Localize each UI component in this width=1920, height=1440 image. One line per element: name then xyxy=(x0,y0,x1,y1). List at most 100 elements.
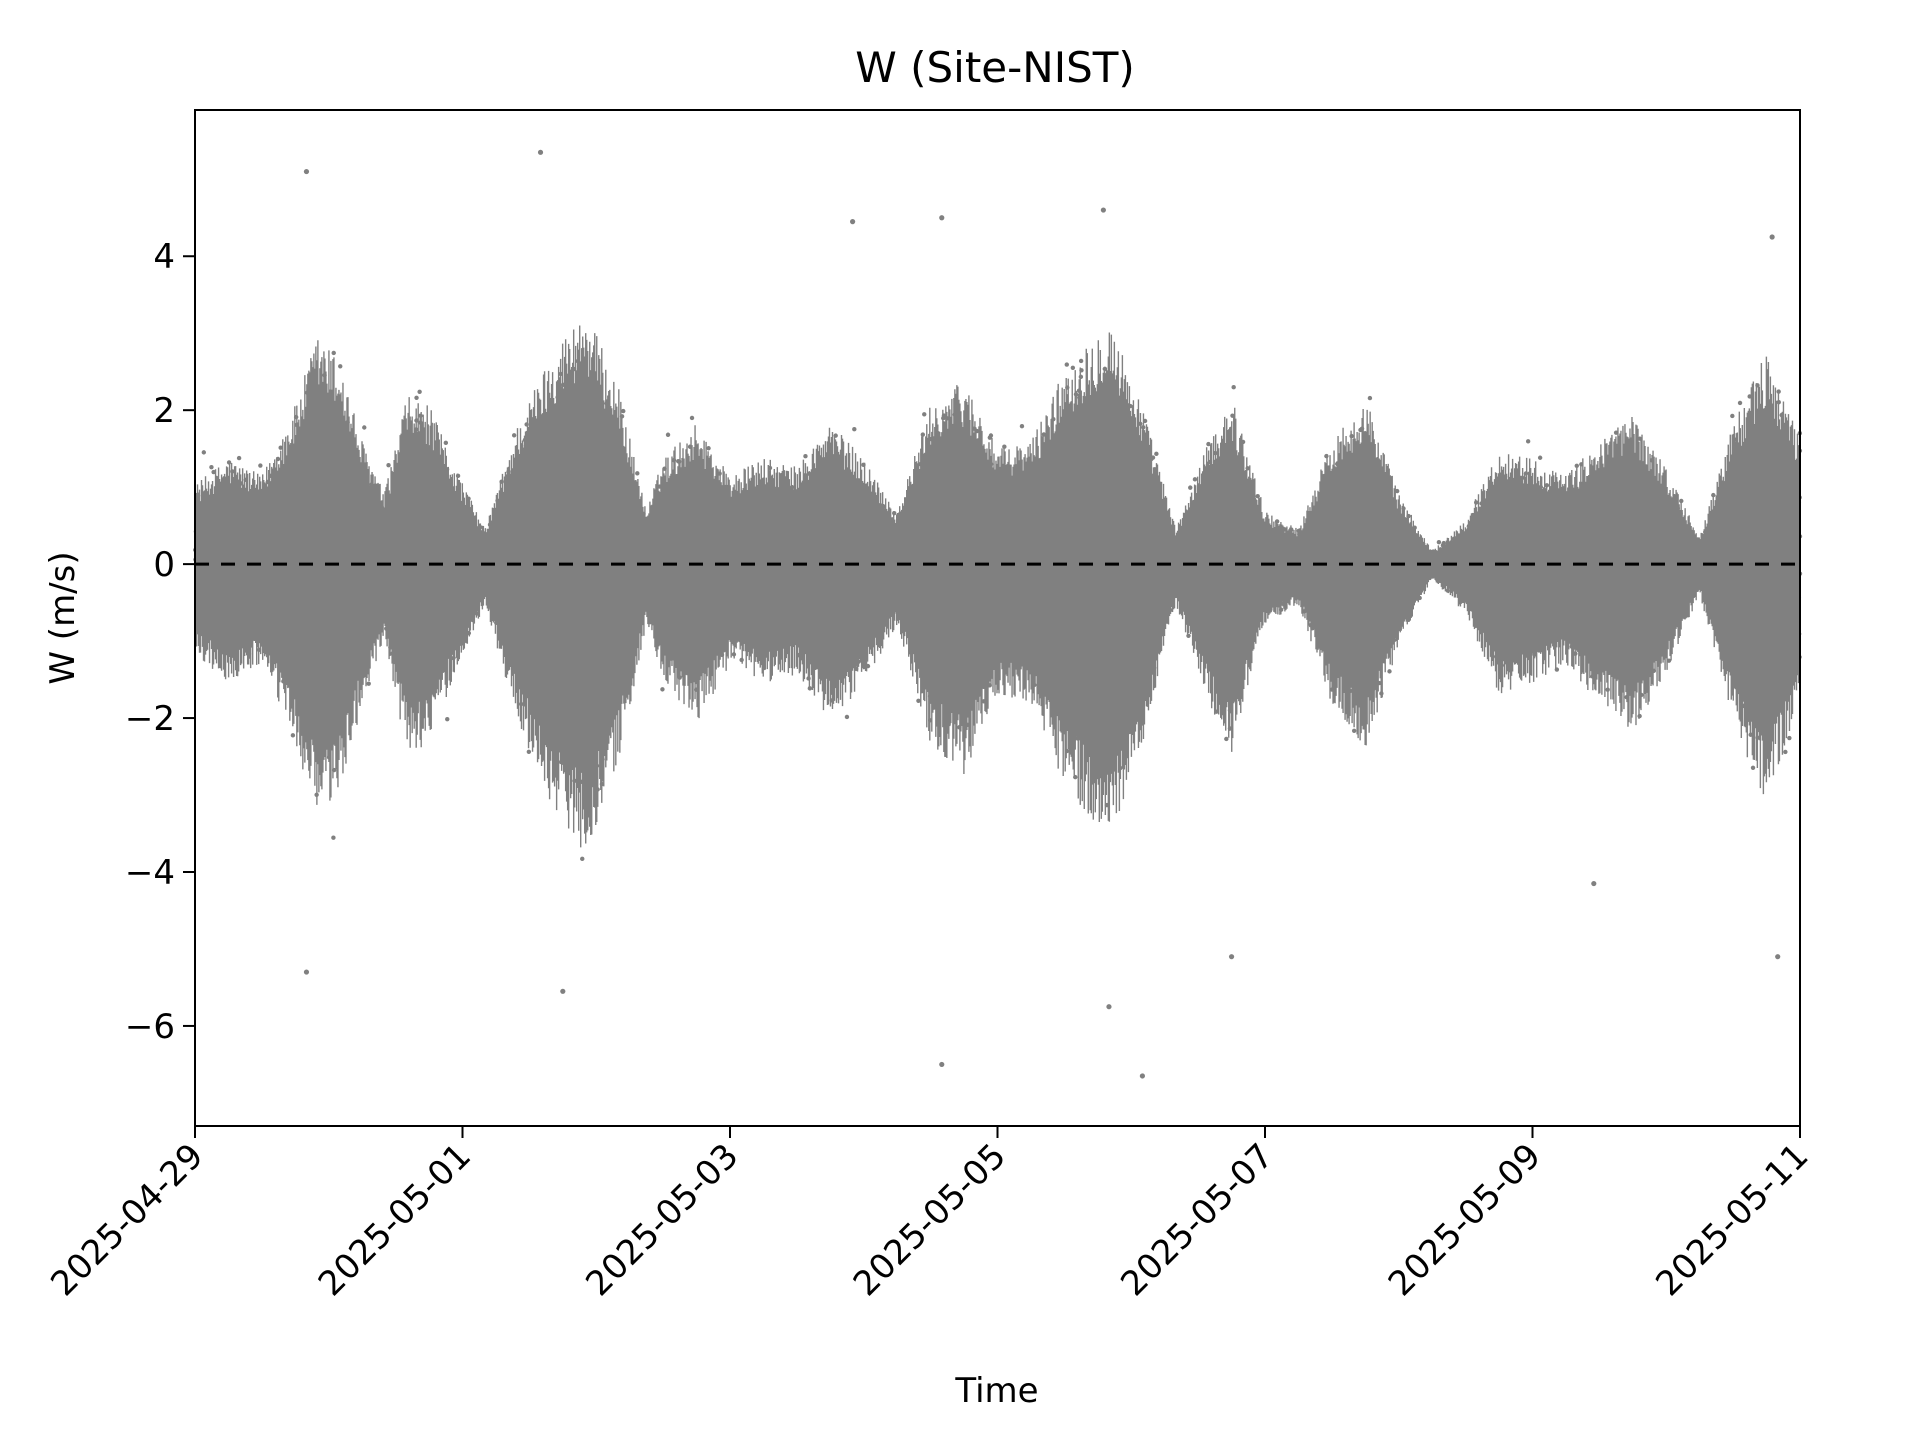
scatter-point xyxy=(1373,489,1379,495)
scatter-point xyxy=(1399,519,1404,524)
scatter-point xyxy=(957,433,962,438)
scatter-point xyxy=(773,615,779,620)
scatter-point xyxy=(676,459,682,464)
scatter-point xyxy=(1125,552,1131,558)
scatter-point xyxy=(719,555,724,561)
scatter-point xyxy=(726,635,732,640)
scatter-point xyxy=(1436,539,1442,545)
scatter-point xyxy=(304,691,310,697)
scatter-point xyxy=(1332,551,1338,557)
scatter-point xyxy=(1209,497,1215,502)
scatter-point xyxy=(615,511,621,516)
scatter-point xyxy=(1119,521,1124,526)
scatter-point xyxy=(925,593,930,598)
scatter-point xyxy=(906,488,912,493)
scatter-point xyxy=(800,598,806,603)
scatter-point xyxy=(529,602,535,608)
scatter-point xyxy=(1129,583,1134,588)
scatter-point xyxy=(603,408,609,413)
scatter-point xyxy=(534,519,539,525)
scatter-point xyxy=(421,664,426,669)
scatter-point xyxy=(1679,546,1684,551)
scatter-point xyxy=(977,646,983,652)
scatter-point xyxy=(583,441,589,447)
scatter-point xyxy=(789,484,795,490)
scatter-point xyxy=(312,661,317,667)
scatter-point xyxy=(1099,432,1105,438)
scatter-point xyxy=(1740,695,1745,701)
scatter-point xyxy=(853,608,858,613)
scatter-point xyxy=(368,505,374,511)
scatter-point xyxy=(606,541,612,546)
scatter-point xyxy=(203,519,208,525)
scatter-point xyxy=(661,524,666,530)
scatter-point xyxy=(927,455,933,460)
scatter-point xyxy=(1632,654,1637,659)
scatter-point xyxy=(560,382,566,388)
scatter-point xyxy=(1325,534,1330,540)
scatter-point xyxy=(405,580,410,585)
scatter-point xyxy=(636,593,641,599)
scatter-point xyxy=(867,581,872,586)
scatter-point xyxy=(545,607,551,612)
scatter-point xyxy=(1134,463,1140,469)
scatter-point xyxy=(1658,647,1663,652)
scatter-point xyxy=(1778,597,1783,603)
scatter-point xyxy=(677,675,682,680)
scatter-point xyxy=(373,575,378,580)
scatter-point xyxy=(761,586,766,591)
scatter-point xyxy=(829,698,834,703)
scatter-point xyxy=(872,540,878,545)
scatter-point xyxy=(1224,536,1229,541)
scatter-point xyxy=(1546,635,1551,640)
scatter-point xyxy=(293,500,298,505)
scatter-point xyxy=(486,584,491,590)
scatter-point xyxy=(1398,568,1404,574)
scatter-point xyxy=(290,733,296,738)
scatter-point xyxy=(1723,648,1728,653)
scatter-point xyxy=(1590,517,1595,522)
scatter-point xyxy=(1770,453,1776,459)
scatter-point xyxy=(295,586,300,592)
scatter-point xyxy=(1372,615,1377,620)
scatter-point xyxy=(836,640,841,646)
scatter-point xyxy=(1109,591,1115,597)
scatter-point xyxy=(1605,472,1610,477)
scatter-point xyxy=(566,672,571,678)
scatter-point xyxy=(1382,628,1388,634)
scatter-point xyxy=(671,458,677,463)
scatter-point xyxy=(305,553,311,559)
scatter-point xyxy=(1550,525,1555,530)
scatter-point xyxy=(402,630,407,635)
scatter-point xyxy=(564,397,570,402)
scatter-point xyxy=(1782,470,1787,475)
scatter-point xyxy=(971,600,976,606)
scatter-point xyxy=(1137,642,1142,648)
scatter-point xyxy=(328,556,333,562)
scatter-point xyxy=(1628,455,1634,460)
scatter-point xyxy=(559,615,564,620)
scatter-point xyxy=(1040,651,1045,656)
scatter-point xyxy=(981,465,986,471)
scatter-point xyxy=(1086,432,1091,437)
scatter-point xyxy=(307,660,312,666)
scatter-point xyxy=(1575,646,1580,651)
scatter-point xyxy=(1567,531,1572,537)
scatter-point xyxy=(280,503,285,508)
scatter-point xyxy=(1324,453,1329,459)
scatter-point xyxy=(923,518,928,523)
scatter-point xyxy=(780,643,786,649)
scatter-point xyxy=(1467,529,1473,535)
scatter-point xyxy=(821,480,827,485)
scatter-point xyxy=(965,587,971,592)
scatter-point xyxy=(532,499,537,505)
scatter-point xyxy=(1083,474,1089,479)
scatter-point xyxy=(745,536,750,541)
scatter-point xyxy=(1794,508,1799,513)
scatter-point xyxy=(1502,488,1508,494)
scatter-point xyxy=(796,607,801,612)
scatter-point xyxy=(1584,516,1590,521)
scatter-point xyxy=(203,610,208,616)
scatter-point xyxy=(1590,674,1595,679)
scatter-point xyxy=(1193,511,1198,517)
